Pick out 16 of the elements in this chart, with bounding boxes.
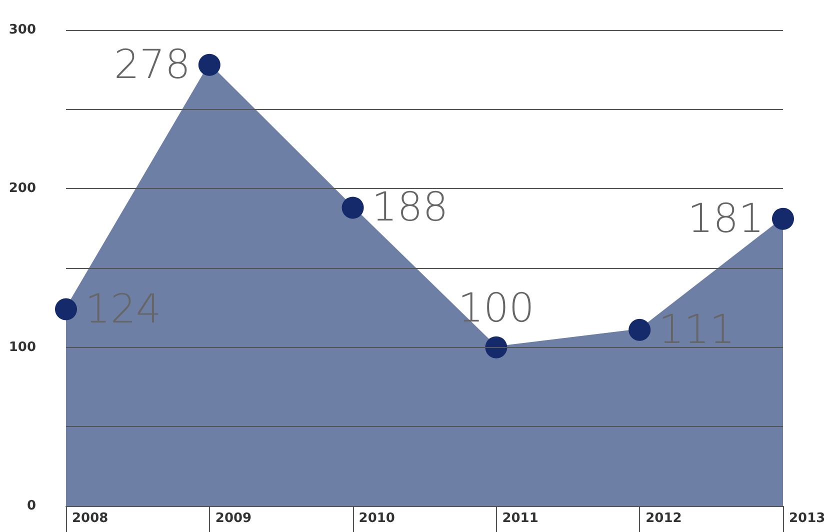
x-tick-label: 2012 <box>646 511 682 526</box>
x-tick-label: 2013 <box>789 511 826 526</box>
x-tick-label: 2011 <box>502 511 538 526</box>
x-tick-label: 2009 <box>215 511 252 526</box>
y-tick-label: 200 <box>8 181 36 196</box>
y-tick-label: 0 <box>26 498 36 514</box>
x-tick-label: 2008 <box>72 511 108 526</box>
y-tick-label: 300 <box>8 22 36 38</box>
data-label: 124 <box>85 286 162 332</box>
data-label: 100 <box>458 285 534 332</box>
data-label: 188 <box>372 184 448 231</box>
data-label: 278 <box>114 42 190 88</box>
data-label: 181 <box>688 196 764 242</box>
data-label: 111 <box>658 306 735 353</box>
y-tick-label: 100 <box>8 340 36 355</box>
x-tick-label: 2010 <box>358 511 395 526</box>
